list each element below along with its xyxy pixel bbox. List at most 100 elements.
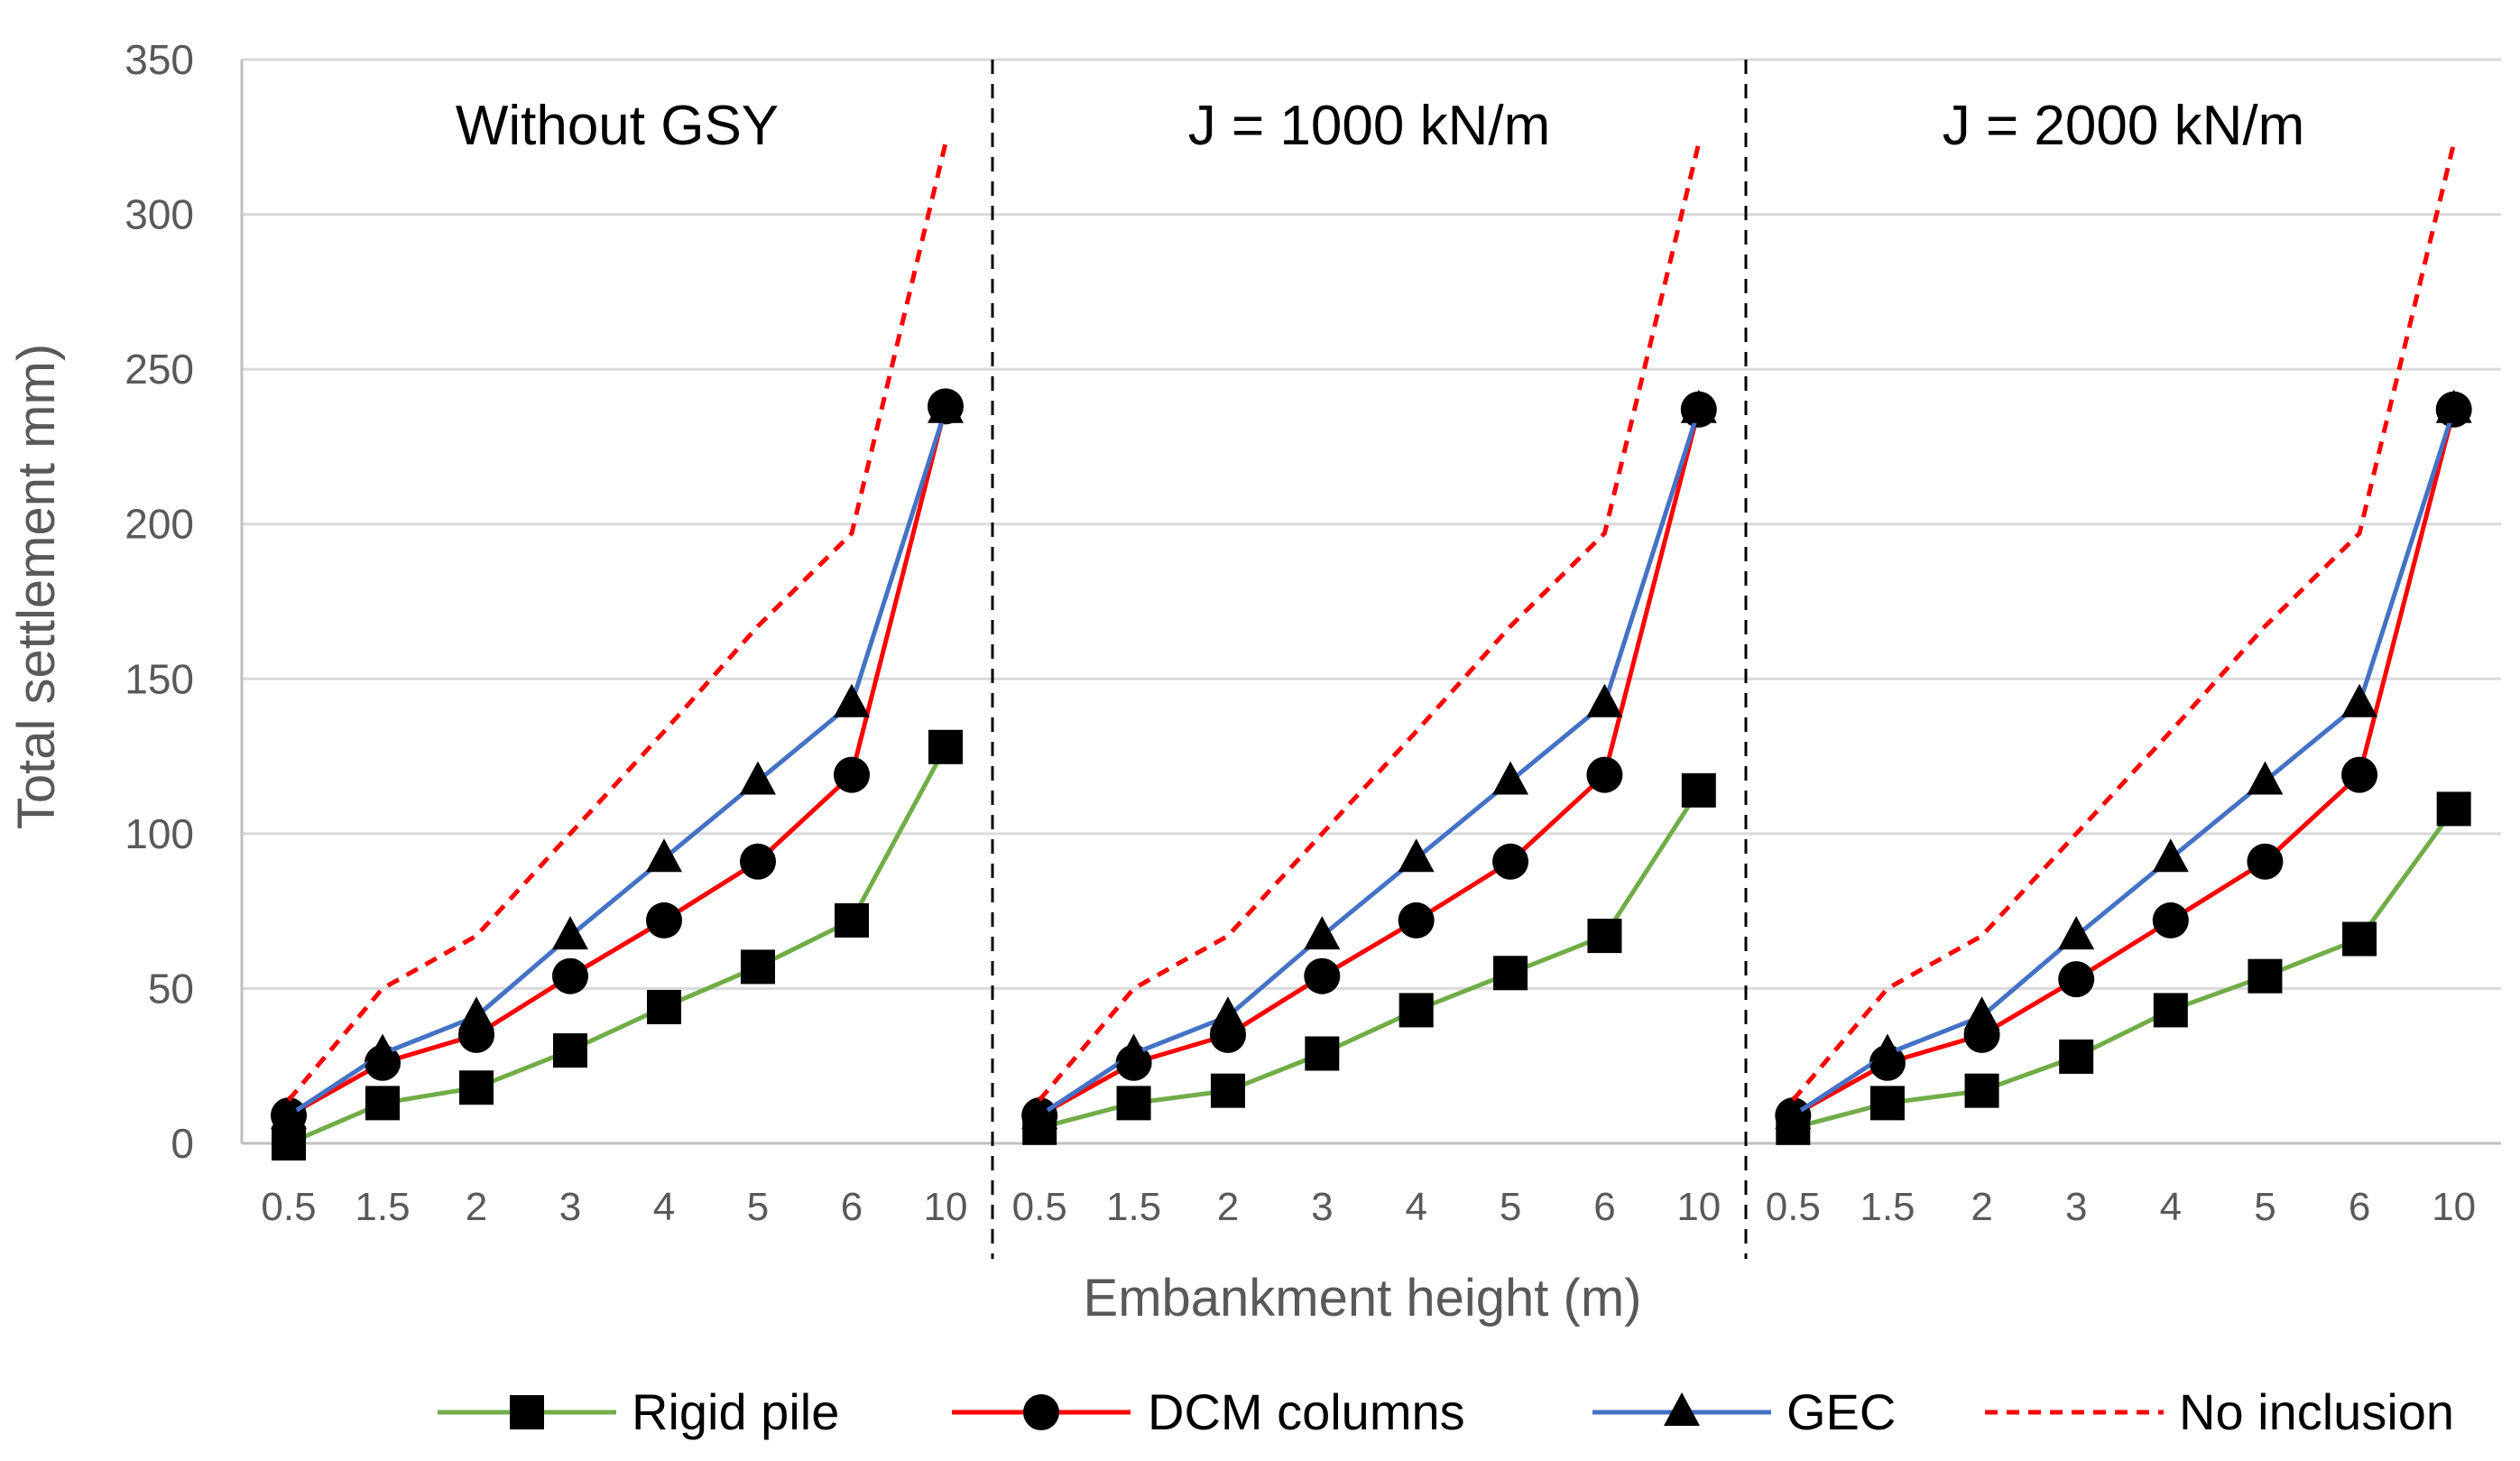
x-tick-label: 0.5 [1766,1185,1821,1229]
data-point-marker [1398,993,1434,1028]
data-point-marker [271,1096,307,1130]
data-point-marker [646,902,682,939]
series-dcm-columns [1021,391,1717,1134]
data-point-marker [1304,957,1341,994]
legend-item: DCM columns [952,1383,1465,1440]
data-point-marker [647,990,681,1025]
data-point-marker [1587,919,1622,954]
data-point-marker [835,902,869,938]
data-point-marker [2058,916,2095,950]
y-tick-label: 100 [125,810,194,857]
y-tick-label: 250 [125,346,194,393]
data-point-marker [1305,1036,1340,1071]
x-axis-title: Embankment height (m) [1084,1269,1642,1327]
data-point-marker [2341,683,2378,717]
data-point-marker [2436,791,2471,827]
data-point-marker [1492,761,1529,795]
data-point-marker [928,729,963,764]
series-line [287,143,948,1102]
data-point-marker [1775,1096,1812,1130]
data-point-marker [553,1033,587,1068]
series-gec [1021,389,1717,1130]
legend-label: No inclusion [2179,1383,2454,1440]
data-point-marker [2058,961,2095,998]
data-point-marker [1586,683,1623,717]
x-tick-label: 2 [1217,1185,1239,1229]
y-tick-label: 0 [171,1120,194,1167]
x-tick-label: 4 [2160,1185,2182,1229]
y-tick-label: 50 [148,965,194,1012]
panel-title: J = 1000 kN/m [1188,95,1550,157]
axes: 0 50 100 150 200 250 300 350 Without GSY 0.5 1.5 2 3… [125,36,2501,1259]
data-point-marker [2153,993,2188,1028]
data-point-marker [2247,843,2284,880]
data-point-marker [1116,1086,1151,1121]
data-point-marker [1493,956,1528,991]
x-tick-label: 0.5 [1012,1185,1067,1229]
series-area [271,143,2472,1160]
data-point-marker [740,843,776,880]
data-point-marker [2152,902,2189,939]
data-point-marker [2059,1039,2094,1074]
x-tick-label: 3 [2065,1185,2087,1229]
data-point-marker [552,957,588,994]
data-point-marker [510,1395,544,1429]
x-tick-label: 6 [841,1185,863,1229]
legend: Rigid pile DCM columns GEC No inclusion [438,1383,2454,1440]
data-point-marker [928,389,964,423]
gridlines [242,58,2501,990]
data-point-marker [2342,921,2377,957]
x-tick-label: 10 [924,1185,968,1229]
series-no-inclusion [1038,143,1702,1102]
data-point-marker [1963,996,2000,1031]
series-rigid-pile [272,729,963,1160]
data-point-marker [834,756,870,793]
legend-label: Rigid pile [632,1383,839,1440]
x-tick-label: 3 [559,1185,581,1229]
legend-label: DCM columns [1148,1383,1465,1440]
x-tick-label: 5 [747,1185,769,1229]
y-tick-label: 150 [125,655,194,702]
data-point-marker [1680,389,1717,423]
y-tick-label: 300 [125,191,194,238]
x-tick-label: 4 [1405,1185,1426,1229]
data-point-marker [365,1086,400,1121]
y-tick-label: 200 [125,501,194,548]
series-dcm-columns [271,388,964,1134]
series-line [288,745,948,1146]
series-no-inclusion [1791,143,2457,1102]
data-point-marker [2152,838,2189,873]
data-point-marker [1398,838,1435,873]
x-tick-label: 1.5 [355,1185,410,1229]
data-point-marker [741,949,775,985]
x-tick-label: 3 [1311,1185,1333,1229]
data-point-marker [2248,958,2283,994]
x-tick-label: 5 [1500,1185,1521,1229]
data-point-marker [1023,1394,1059,1430]
series-dcm-columns [1775,391,2472,1134]
data-point-marker [1209,996,1246,1031]
legend-item: No inclusion [1985,1383,2454,1440]
data-point-marker [365,1033,401,1068]
legend-item: Rigid pile [438,1383,839,1440]
data-point-marker [1869,1033,1906,1068]
series-line [1791,143,2457,1102]
x-tick-label: 1.5 [1860,1185,1915,1229]
x-tick-label: 1.5 [1106,1185,1161,1229]
x-tick-label: 5 [2254,1185,2275,1229]
series-no-inclusion [287,143,948,1102]
data-point-marker [552,916,588,950]
data-point-marker [1681,772,1716,808]
data-point-marker [740,761,776,795]
series-gec [1775,389,2472,1130]
series-rigid-pile [1022,772,1716,1145]
data-point-marker [1398,902,1435,939]
series-rigid-pile [1776,791,2471,1145]
data-point-marker [1586,756,1623,793]
data-point-marker [2341,756,2378,793]
data-point-marker [459,1070,494,1105]
y-axis-title: Total settlement mm) [7,344,66,829]
panel-title: Without GSY [456,95,779,157]
data-point-marker [2247,761,2284,795]
x-tick-label: 2 [466,1185,487,1229]
